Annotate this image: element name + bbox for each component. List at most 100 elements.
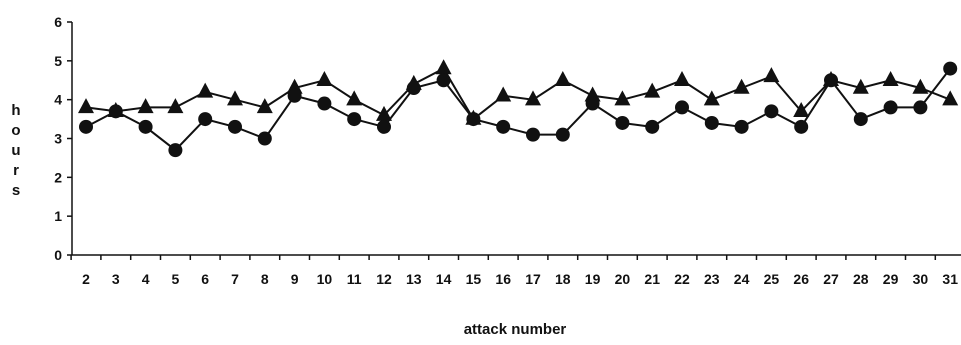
y-axis-title-char: s bbox=[12, 182, 20, 199]
data-point-triangle bbox=[435, 59, 452, 75]
x-tick-label: 12 bbox=[376, 271, 392, 287]
data-point-triangle bbox=[137, 98, 154, 114]
y-tick-label: 4 bbox=[54, 92, 62, 108]
data-point-circle bbox=[675, 100, 689, 115]
x-tick-label: 6 bbox=[201, 271, 209, 287]
x-tick-label: 15 bbox=[466, 271, 482, 287]
data-point-circle bbox=[347, 112, 362, 127]
data-point-circle bbox=[466, 112, 481, 127]
y-axis-title-char: o bbox=[11, 122, 20, 139]
data-point-circle bbox=[853, 112, 868, 127]
x-tick-label: 27 bbox=[823, 271, 839, 287]
data-point-triangle bbox=[733, 78, 750, 94]
x-tick-label: 31 bbox=[942, 271, 958, 287]
data-point-circle bbox=[645, 119, 660, 134]
x-tick-label: 5 bbox=[172, 271, 180, 287]
y-axis-title-char: u bbox=[11, 142, 20, 159]
y-axis-title-char: r bbox=[13, 162, 19, 179]
data-point-circle bbox=[168, 143, 183, 158]
x-tick-label: 30 bbox=[913, 271, 929, 287]
data-point-circle bbox=[79, 119, 93, 134]
data-point-triangle bbox=[286, 78, 303, 94]
x-tick-label: 2 bbox=[82, 271, 90, 287]
data-point-triangle bbox=[882, 70, 899, 86]
x-tick-label: 21 bbox=[644, 271, 660, 287]
data-point-triangle bbox=[793, 102, 810, 118]
data-point-circle bbox=[526, 127, 540, 142]
data-point-triangle bbox=[852, 78, 869, 94]
y-tick-label: 3 bbox=[54, 131, 62, 147]
data-point-triangle bbox=[167, 98, 184, 114]
x-tick-label: 8 bbox=[261, 271, 269, 287]
series-layer bbox=[78, 59, 959, 158]
data-point-triangle bbox=[256, 98, 273, 114]
data-point-circle bbox=[406, 81, 421, 96]
data-point-circle bbox=[615, 115, 630, 130]
data-point-triangle bbox=[227, 90, 243, 106]
x-tick-label: 7 bbox=[231, 271, 239, 287]
data-point-triangle bbox=[346, 90, 363, 106]
x-tick-label: 10 bbox=[317, 271, 333, 287]
data-point-circle bbox=[377, 119, 391, 134]
data-point-triangle bbox=[376, 105, 392, 121]
y-tick-label: 0 bbox=[54, 247, 62, 263]
x-tick-label: 19 bbox=[585, 271, 601, 287]
series-triangle bbox=[78, 59, 959, 125]
data-point-triangle bbox=[644, 82, 661, 98]
data-point-triangle bbox=[495, 86, 512, 102]
x-tick-label: 29 bbox=[883, 271, 899, 287]
data-point-triangle bbox=[912, 78, 929, 94]
x-tick-label: 13 bbox=[406, 271, 422, 287]
data-point-triangle bbox=[554, 70, 571, 86]
data-point-circle bbox=[257, 131, 272, 146]
data-point-circle bbox=[794, 119, 809, 134]
data-point-circle bbox=[704, 115, 719, 130]
data-point-triangle bbox=[78, 98, 94, 114]
x-tick-label: 3 bbox=[112, 271, 120, 287]
data-point-circle bbox=[496, 119, 511, 134]
data-point-triangle bbox=[763, 67, 780, 83]
y-axis-title-char: h bbox=[11, 102, 20, 119]
data-point-triangle bbox=[614, 90, 631, 106]
series-circle bbox=[79, 61, 958, 158]
data-point-triangle bbox=[316, 70, 333, 86]
y-tick-label: 1 bbox=[54, 208, 62, 224]
y-tick-label: 5 bbox=[54, 53, 62, 69]
data-point-triangle bbox=[703, 90, 720, 106]
data-point-circle bbox=[317, 96, 332, 111]
x-tick-label: 24 bbox=[734, 271, 750, 287]
series-line-triangle bbox=[85, 67, 951, 121]
x-tick-label: 14 bbox=[436, 271, 452, 287]
x-tick-label: 11 bbox=[347, 271, 362, 287]
x-tick-label: 18 bbox=[555, 271, 571, 287]
y-tick-label: 2 bbox=[54, 169, 62, 185]
x-tick-label: 28 bbox=[853, 271, 869, 287]
x-tick-label: 20 bbox=[615, 271, 631, 287]
data-point-circle bbox=[734, 119, 749, 134]
x-tick-label: 16 bbox=[495, 271, 511, 287]
x-tick-label: 4 bbox=[142, 271, 150, 287]
data-point-circle bbox=[585, 96, 600, 111]
x-tick-label: 23 bbox=[704, 271, 720, 287]
x-tick-label: 26 bbox=[793, 271, 809, 287]
data-point-triangle bbox=[584, 86, 601, 102]
x-tick-label: 9 bbox=[291, 271, 299, 287]
data-point-circle bbox=[943, 61, 958, 76]
data-point-circle bbox=[824, 73, 838, 88]
data-point-circle bbox=[555, 127, 570, 142]
data-point-triangle bbox=[674, 70, 690, 86]
data-point-circle bbox=[228, 119, 242, 134]
data-point-triangle bbox=[197, 82, 214, 98]
data-point-triangle bbox=[942, 90, 959, 106]
data-point-circle bbox=[913, 100, 928, 115]
x-tick-label: 22 bbox=[674, 271, 690, 287]
data-point-circle bbox=[287, 88, 302, 103]
data-point-circle bbox=[198, 112, 213, 127]
data-point-circle bbox=[138, 119, 153, 134]
y-tick-label: 6 bbox=[54, 14, 62, 30]
series-line-circle bbox=[85, 67, 951, 152]
